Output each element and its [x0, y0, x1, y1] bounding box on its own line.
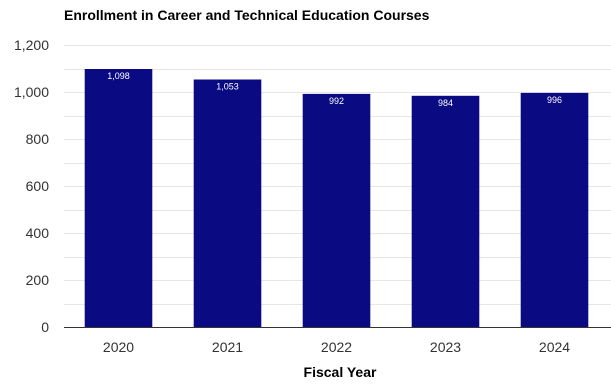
chart-title: Enrollment in Career and Technical Educa…	[64, 7, 430, 23]
y-tick-label: 1,000	[14, 84, 49, 100]
bar	[193, 79, 262, 327]
y-tick-label: 600	[26, 178, 50, 194]
x-tick-label: 2021	[212, 339, 243, 355]
bar	[302, 93, 371, 328]
x-tick-label: 2024	[539, 339, 570, 355]
y-tick-label: 400	[26, 225, 50, 241]
x-tick-label: 2020	[103, 339, 134, 355]
x-axis-ticks: 2020 2021 2022 2023 2024	[103, 339, 570, 355]
y-tick-label: 1,200	[14, 37, 49, 53]
y-tick-label: 800	[26, 131, 50, 147]
bar	[84, 69, 153, 327]
bar-data-label: 996	[547, 95, 562, 105]
x-axis-title: Fiscal Year	[304, 364, 377, 380]
bars: 1,098 1,053 992 984 996	[84, 69, 589, 328]
x-tick-label: 2023	[430, 339, 461, 355]
x-tick-label: 2022	[321, 339, 352, 355]
bar	[520, 92, 589, 328]
bar-data-label: 984	[438, 98, 453, 108]
y-tick-label: 0	[41, 319, 49, 335]
bar	[411, 95, 480, 327]
y-tick-label: 200	[26, 272, 50, 288]
bar-data-label: 992	[329, 96, 344, 106]
bar-data-label: 1,098	[107, 71, 130, 81]
bar-data-label: 1,053	[216, 82, 239, 92]
y-axis-ticks: 0 200 400 600 800 1,000 1,200	[14, 37, 49, 335]
